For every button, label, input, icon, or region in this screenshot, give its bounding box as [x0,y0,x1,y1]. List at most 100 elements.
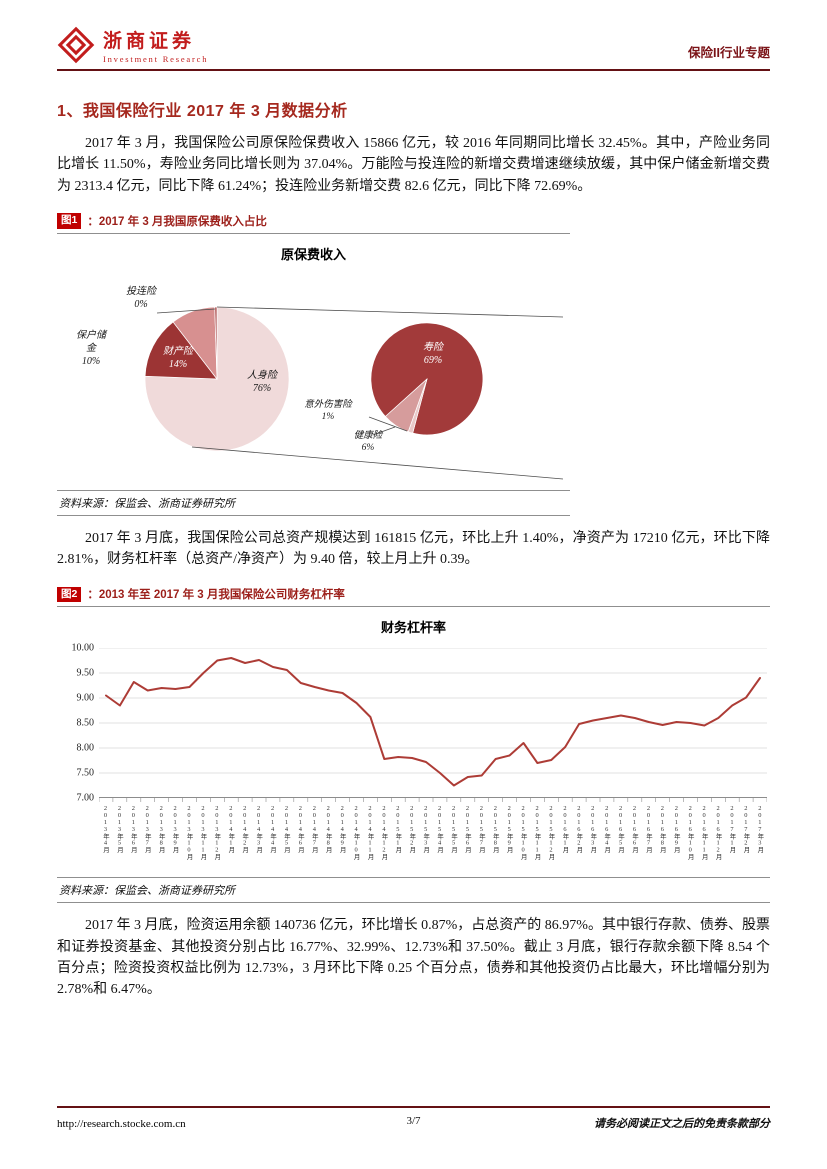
pie-label-person: 人身险 76% [233,369,291,395]
brand-name-en: Investment Research [103,54,209,64]
x-axis-label: 2014年3月 [255,805,263,854]
leader-line-accident [368,416,408,432]
brand-text: 浙商证券 Investment Research [103,26,208,64]
x-axis-label: 2014年7月 [310,805,318,854]
figure1-caption-text: ：2017 年 3 月我国原保费收入占比 [87,215,267,228]
line-chart-title: 财务杠杆率 [380,620,446,636]
x-axis-label: 2015年11月 [533,805,541,861]
page-number: 3/7 [406,1115,421,1127]
x-axis-label: 2017年2月 [742,805,750,854]
section-title: 1、我国保险行业 2017 年 3 月数据分析 [57,103,348,120]
pie-chart-svg [144,306,564,480]
pie-label-accident: 意外伤害险 1% [285,399,371,424]
y-axis-label: 8.00 [76,742,95,754]
x-axis-label: 2016年3月 [589,805,597,854]
leverage-line-chart: 7.00 7.50 8.00 8.50 9.00 9.50 10.00 2013年4月 201… [57,643,770,869]
footer-row: http://research.stocke.com.cn 3/7 请务必阅读正… [57,1115,770,1131]
x-axis-label: 2016年11月 [700,805,708,861]
y-axis: 7.00 7.50 8.00 8.50 9.00 9.50 10.00 [57,643,99,804]
disclaimer-text: 请务必阅读正文之后的免责条款部分 [594,1118,770,1130]
x-axis-label: 2015年12月 [547,805,555,861]
pie-label-pct: 76% [252,382,272,394]
figure2-caption-text: ：2013 年至 2017 年 3 月我国保险公司财务杠杆率 [87,589,345,602]
y-axis-label: 7.00 [76,792,95,804]
pie-label-deposit: 保户储金 10% [73,329,109,368]
x-axis-label: 2016年1月 [561,805,569,854]
pie-slices-group [144,306,484,452]
plot-area: 2013年4月 2013年5月 2013年6月 2013年7月 2013年8月 2013年… [99,648,767,869]
x-axis-label: 2016年10月 [686,805,694,861]
figure1-caption: 图1 ：2017 年 3 月我国原保费收入占比 [57,213,570,234]
leader-line-unit-linked [156,308,216,314]
pie-label-text: 人身险 [247,369,277,381]
x-axis-label: 2016年2月 [575,805,583,854]
pie-label-health: 健康险 6% [339,430,397,455]
report-topic: 保险II行业专题 [688,46,770,60]
figure2-caption: 图2 ：2013 年至 2017 年 3 月我国保险公司财务杠杆率 [57,586,770,608]
research-site-link[interactable]: http://research.stocke.com.cn [57,1118,186,1130]
funnel-line-top [216,306,564,318]
x-axis-label: 2015年5月 [450,805,458,854]
figure-2: 图2 ：2013 年至 2017 年 3 月我国保险公司财务杠杆率 财务杠杆率 … [57,586,770,904]
x-axis-label: 2014年12月 [380,805,388,861]
pie-label-text: 意外伤害险 [304,399,352,410]
pie-chart-title: 原保费收入 [280,246,346,262]
x-axis-label: 2015年1月 [394,805,402,854]
page-header: 浙商证券 Investment Research 保险II行业专题 [57,26,770,64]
pie-label-pct: 10% [81,355,101,367]
x-axis-label: 2014年8月 [324,805,332,854]
x-axis-label: 2016年9月 [672,805,680,854]
pie-label-pct: 14% [168,358,188,370]
page-footer: http://research.stocke.com.cn 3/7 请务必阅读正… [57,1106,770,1131]
pie-label-text: 寿险 [423,341,443,353]
pie-label-text: 财产险 [163,345,193,357]
pie-label-text: 保户储金 [76,329,106,354]
brand-name-cn: 浙商证券 [103,31,196,52]
pie-slice [384,378,428,433]
x-axis-label: 2013年8月 [157,805,165,854]
x-axis-label: 2015年8月 [491,805,499,854]
pie-label-pct: 69% [423,354,443,366]
paragraph-3: 2017 年 3 月底，险资运用余额 140736 亿元，环比增长 0.87%，… [57,918,770,998]
leverage-line-series [105,657,761,787]
x-axis-label: 2015年2月 [408,805,416,854]
x-axis-label: 2016年4月 [603,805,611,854]
x-axis-label: 2016年7月 [644,805,652,854]
pie-slice [144,321,218,380]
pie-label-life: 寿险 69% [409,341,457,367]
pie-connector-lines [156,306,564,480]
x-axis-label: 2013年5月 [115,805,123,854]
pie-label-property: 财产险 14% [151,345,205,371]
x-axis-label: 2014年4月 [269,805,277,854]
x-axis-label: 2013年7月 [143,805,151,854]
x-axis-label: 2013年10月 [185,805,193,861]
x-axis-label: 2013年12月 [213,805,221,861]
brand-logo: 浙商证券 Investment Research [57,26,208,64]
figure2-tag: 图2 [57,586,82,603]
x-axis-label: 2013年9月 [171,805,179,854]
x-axis-label: 2014年10月 [352,805,360,861]
pie-label-text: 投连险 [126,285,156,297]
x-axis-label: 2013年4月 [102,805,109,854]
x-axis-label: 2015年7月 [477,805,485,854]
x-axis-label: 2016年12月 [714,805,722,861]
y-axis-label: 9.00 [76,692,95,704]
x-axis-label: 2014年11月 [366,805,374,861]
y-axis-label: 10.00 [71,642,95,654]
x-axis-label: 2017年3月 [756,805,764,854]
y-axis-label: 7.50 [76,767,95,779]
x-axis-label: 2013年11月 [199,805,207,861]
figure2-source: 资料来源：保监会、浙商证券研究所 [57,877,770,904]
x-axis-label: 2015年6月 [463,805,471,854]
x-axis-label: 2015年10月 [519,805,527,861]
pie-label-unit-linked: 投连险 0% [115,285,167,311]
pie-label-pct: 1% [321,412,335,423]
x-axis-label: 2016年8月 [658,805,666,854]
paragraph-2: 2017 年 3 月底，我国保险公司总资产规模达到 161815 亿元，环比上升… [57,530,770,568]
line-chart-svg [99,648,767,803]
x-axis-label: 2016年6月 [631,805,639,854]
x-axis: 2013年4月 2013年5月 2013年6月 2013年7月 2013年8月 2013年… [99,805,767,869]
x-axis-label: 2017年1月 [728,805,736,854]
x-axis-label: 2014年1月 [227,805,235,854]
